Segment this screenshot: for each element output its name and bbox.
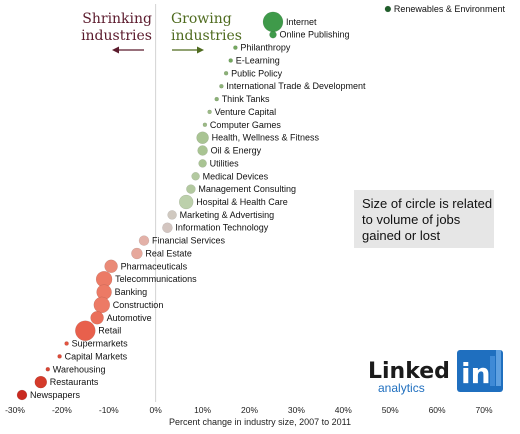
point-marketing-and-advertising xyxy=(167,210,177,220)
label-warehousing: Warehousing xyxy=(53,364,106,374)
size-note-text: gained or lost xyxy=(362,228,440,243)
label-online-publishing: Online Publishing xyxy=(280,30,350,40)
x-tick-label: 60% xyxy=(429,405,446,415)
growing-header-line1: Growing xyxy=(171,11,232,27)
x-tick-label: 0% xyxy=(150,405,163,415)
label-financial-services: Financial Services xyxy=(152,236,226,246)
point-retail xyxy=(75,320,96,341)
point-venture-capital xyxy=(207,109,212,115)
point-international-trade-and-development xyxy=(219,83,224,89)
label-pharmaceuticals: Pharmaceuticals xyxy=(121,261,188,271)
x-tick-label: -30% xyxy=(5,405,25,415)
point-oil-and-energy xyxy=(197,145,208,156)
label-venture-capital: Venture Capital xyxy=(215,107,277,117)
label-e-learning: E-Learning xyxy=(236,56,280,66)
point-information-technology xyxy=(162,222,173,233)
x-tick-label: 20% xyxy=(241,405,258,415)
point-construction xyxy=(93,296,111,314)
point-warehousing xyxy=(45,367,51,372)
x-tick-label: 50% xyxy=(382,405,399,415)
logo-in-text: in xyxy=(461,357,491,390)
label-marketing-and-advertising: Marketing & Advertising xyxy=(180,210,275,220)
size-note-text: Size of circle is related xyxy=(362,196,492,211)
point-newspapers xyxy=(16,389,28,401)
point-pharmaceuticals xyxy=(104,259,118,274)
label-management-consulting: Management Consulting xyxy=(198,184,296,194)
point-philanthropy xyxy=(233,45,238,50)
x-tick-label: 10% xyxy=(194,405,211,415)
point-hospital-and-health-care xyxy=(178,194,194,210)
x-tick-label: 30% xyxy=(288,405,305,415)
label-retail: Retail xyxy=(98,326,121,336)
logo-wordmark: Linked xyxy=(368,359,450,384)
point-restaurants xyxy=(34,375,48,389)
x-axis-title: Percent change in industry size, 2007 to… xyxy=(169,417,351,427)
label-think-tanks: Think Tanks xyxy=(222,94,270,104)
label-real-estate: Real Estate xyxy=(145,249,192,259)
grow-arrow-right-icon xyxy=(197,46,204,54)
shrinking-header-line1: Shrinking xyxy=(82,11,152,27)
linkedin-analytics-logo: Linked in analytics xyxy=(368,350,503,395)
point-online-publishing xyxy=(269,30,277,39)
x-tick-label: 70% xyxy=(475,405,492,415)
point-financial-services xyxy=(138,235,150,246)
logo-subtitle: analytics xyxy=(378,381,425,395)
label-construction: Construction xyxy=(113,300,164,310)
point-think-tanks xyxy=(214,96,219,102)
label-banking: Banking xyxy=(115,287,148,297)
point-supermarkets xyxy=(64,341,69,346)
label-philanthropy: Philanthropy xyxy=(240,43,291,53)
label-restaurants: Restaurants xyxy=(50,377,99,387)
point-management-consulting xyxy=(186,184,196,194)
label-computer-games: Computer Games xyxy=(210,120,282,130)
x-tick-label: 40% xyxy=(335,405,352,415)
label-health-wellness-and-fitness: Health, Wellness & Fitness xyxy=(212,133,320,143)
label-renewables-and-environment: Renewables & Environment xyxy=(394,4,506,14)
label-information-technology: Information Technology xyxy=(175,223,268,233)
logo-bar-icon xyxy=(496,350,501,386)
x-tick-label: -20% xyxy=(52,405,72,415)
logo-bar-icon xyxy=(490,356,495,386)
label-automotive: Automotive xyxy=(107,313,152,323)
shrinking-header-line2: industries xyxy=(81,28,152,44)
shrink-arrow-left-icon xyxy=(112,46,119,54)
label-internet: Internet xyxy=(286,17,317,27)
size-note-box xyxy=(354,190,494,248)
label-medical-devices: Medical Devices xyxy=(203,171,269,181)
label-capital-markets: Capital Markets xyxy=(65,351,128,361)
point-renewables-and-environment xyxy=(384,5,392,13)
point-utilities xyxy=(198,159,207,168)
point-e-learning xyxy=(228,58,233,63)
label-oil-and-energy: Oil & Energy xyxy=(211,146,262,156)
label-newspapers: Newspapers xyxy=(30,390,81,400)
point-medical-devices xyxy=(191,172,200,181)
marks-layer: Renewables & Environment Internet Online P… xyxy=(16,4,506,402)
x-tick-label: -10% xyxy=(99,405,119,415)
point-computer-games xyxy=(202,122,208,128)
size-note-text: to volume of jobs xyxy=(362,212,461,227)
label-hospital-and-health-care: Hospital & Health Care xyxy=(196,197,288,207)
label-international-trade-and-development: International Trade & Development xyxy=(226,81,366,91)
growing-header-line2: industries xyxy=(171,28,242,44)
label-telecommunications: Telecommunications xyxy=(115,274,197,284)
label-utilities: Utilities xyxy=(210,158,240,168)
label-supermarkets: Supermarkets xyxy=(72,339,129,349)
x-axis: -30% -20% -10% 0% 10% 20% 30% 40% 50% 60% 70% Perce… xyxy=(5,405,493,427)
point-public-policy xyxy=(223,71,229,76)
label-public-policy: Public Policy xyxy=(231,68,283,78)
point-health-wellness-and-fitness xyxy=(196,131,209,144)
point-capital-markets xyxy=(57,354,62,359)
point-automotive xyxy=(90,311,104,325)
point-real-estate xyxy=(131,247,143,260)
